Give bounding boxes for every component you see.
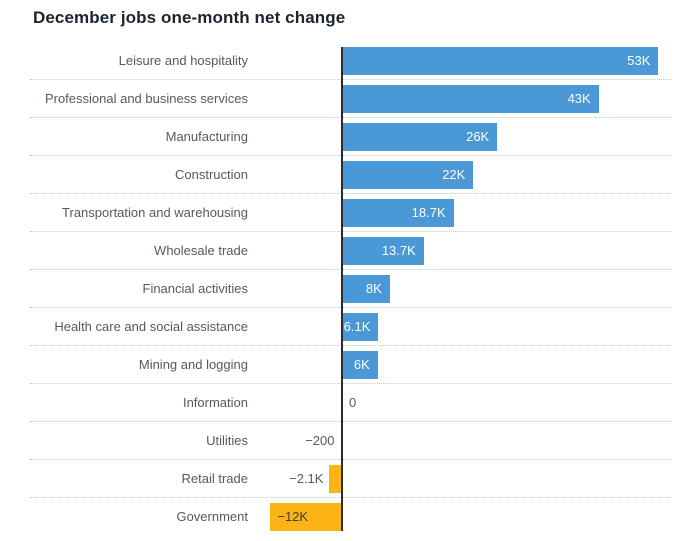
category-label: Wholesale trade [154, 243, 248, 258]
value-label: 22K [442, 167, 466, 182]
chart-row: Health care and social assistance 6.1K [0, 308, 676, 346]
bar-positive [342, 275, 390, 303]
bar-positive [342, 351, 378, 379]
row-separator [30, 117, 672, 118]
bar-positive [342, 47, 659, 75]
chart-row: Financial activities 8K [0, 270, 676, 308]
bar-positive [342, 161, 474, 189]
category-label: Information [182, 395, 248, 410]
value-label: 6.1K [343, 319, 371, 334]
category-label: Manufacturing [165, 129, 248, 144]
value-label: −12K [277, 509, 309, 524]
value-label: −200 [305, 433, 335, 448]
category-label: Financial activities [142, 281, 249, 296]
bar-negative [270, 503, 342, 531]
chart-row: Construction 22K [0, 156, 676, 194]
row-separator [30, 231, 672, 232]
chart-title: December jobs one-month net change [33, 8, 346, 27]
chart-row: Transportation and warehousing 18.7K [0, 194, 676, 232]
row-separator [30, 459, 672, 460]
chart-row: Government −12K [0, 498, 676, 536]
chart-row: Information 0 [0, 384, 676, 422]
row-separator [30, 193, 672, 194]
row-separator [30, 421, 672, 422]
chart-row: Leisure and hospitality 53K [0, 42, 676, 80]
value-label: 53K [627, 53, 651, 68]
bar-positive [342, 237, 424, 265]
row-separator [30, 269, 672, 270]
chart-row: Utilities −200 [0, 422, 676, 460]
value-label: −2.1K [289, 471, 324, 486]
chart-row: Professional and business services 43K [0, 80, 676, 118]
value-label: 26K [466, 129, 490, 144]
bar-positive [342, 123, 498, 151]
chart-row: Manufacturing 26K [0, 118, 676, 156]
value-label: 18.7K [411, 205, 446, 220]
row-separator [30, 79, 672, 80]
value-label: 6K [353, 357, 370, 372]
category-label: Mining and logging [138, 357, 248, 372]
category-label: Transportation and warehousing [62, 205, 248, 220]
row-separator [30, 155, 672, 156]
row-separator [30, 383, 672, 384]
category-label: Retail trade [181, 471, 248, 486]
value-label: 8K [365, 281, 382, 296]
bar-negative [329, 465, 342, 493]
bar-positive [342, 313, 379, 341]
bar-positive [342, 199, 454, 227]
chart-row: Wholesale trade 13.7K [0, 232, 676, 270]
category-label: Government [176, 509, 248, 524]
category-label: Utilities [206, 433, 248, 448]
category-label: Health care and social assistance [54, 319, 248, 334]
value-label: 0 [349, 395, 357, 410]
category-label: Leisure and hospitality [118, 53, 248, 68]
zero-axis-line [341, 47, 343, 531]
value-label: 13.7K [381, 243, 416, 258]
chart-row: Mining and logging 6K [0, 346, 676, 384]
row-separator [30, 307, 672, 308]
value-label: 43K [567, 91, 591, 106]
bar-positive [342, 85, 599, 113]
chart-row: Retail trade −2.1K [0, 460, 676, 498]
row-separator [30, 497, 672, 498]
category-label: Construction [175, 167, 248, 182]
row-separator [30, 345, 672, 346]
category-label: Professional and business services [44, 91, 248, 106]
bar-chart: Leisure and hospitality 53K Professional a… [0, 42, 676, 536]
